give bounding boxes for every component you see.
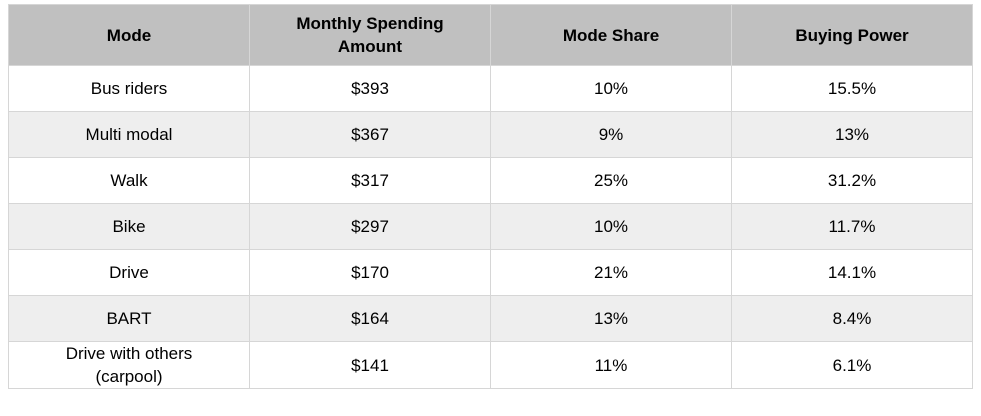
cell-mode: Walk: [8, 157, 250, 204]
cell-mode-share: 13%: [490, 295, 732, 342]
table-header: Mode Monthly Spending Amount Mode Share …: [8, 4, 973, 66]
cell-monthly-spending-amount: $367: [249, 111, 491, 158]
cell-monthly-spending-amount: $164: [249, 295, 491, 342]
cell-mode: Bus riders: [8, 65, 250, 112]
cell-buying-power: 14.1%: [731, 249, 973, 296]
table-row: BART $164 13% 8.4%: [8, 295, 973, 342]
cell-mode-share: 10%: [490, 65, 732, 112]
table-row: Bus riders $393 10% 15.5%: [8, 65, 973, 112]
cell-buying-power: 15.5%: [731, 65, 973, 112]
cell-buying-power: 11.7%: [731, 203, 973, 250]
cell-monthly-spending-amount: $393: [249, 65, 491, 112]
cell-buying-power: 31.2%: [731, 157, 973, 204]
cell-monthly-spending-amount: $297: [249, 203, 491, 250]
table-row: Walk $317 25% 31.2%: [8, 157, 973, 204]
cell-mode: Drive: [8, 249, 250, 296]
cell-monthly-spending-amount: $317: [249, 157, 491, 204]
column-header-mode: Mode: [8, 4, 250, 66]
cell-monthly-spending-amount: $170: [249, 249, 491, 296]
table-row: Drive with others (carpool) $141 11% 6.1…: [8, 341, 973, 389]
column-header-mode-share: Mode Share: [490, 4, 732, 66]
cell-buying-power: 8.4%: [731, 295, 973, 342]
table-row: Drive $170 21% 14.1%: [8, 249, 973, 296]
cell-buying-power: 6.1%: [731, 341, 973, 389]
cell-mode-share: 11%: [490, 341, 732, 389]
table-body: Bus riders $393 10% 15.5% Multi modal $3…: [8, 65, 973, 389]
cell-mode: Bike: [8, 203, 250, 250]
mode-spending-table: Mode Monthly Spending Amount Mode Share …: [8, 4, 973, 389]
table-row: Multi modal $367 9% 13%: [8, 111, 973, 158]
cell-mode: Drive with others (carpool): [8, 341, 250, 389]
cell-monthly-spending-amount: $141: [249, 341, 491, 389]
cell-buying-power: 13%: [731, 111, 973, 158]
header-row: Mode Monthly Spending Amount Mode Share …: [8, 4, 973, 66]
column-header-buying-power: Buying Power: [731, 4, 973, 66]
cell-mode: BART: [8, 295, 250, 342]
cell-mode-share: 10%: [490, 203, 732, 250]
table-row: Bike $297 10% 11.7%: [8, 203, 973, 250]
column-header-monthly-spending-amount: Monthly Spending Amount: [249, 4, 491, 66]
table-container: Mode Monthly Spending Amount Mode Share …: [8, 4, 973, 389]
cell-mode-share: 21%: [490, 249, 732, 296]
cell-mode: Multi modal: [8, 111, 250, 158]
cell-mode-share: 9%: [490, 111, 732, 158]
cell-mode-share: 25%: [490, 157, 732, 204]
